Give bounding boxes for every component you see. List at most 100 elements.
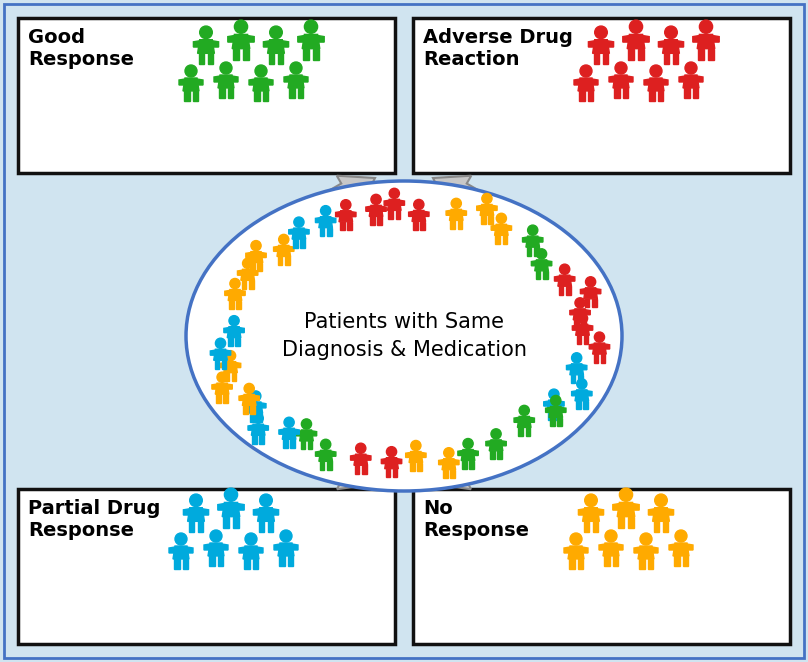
Polygon shape — [525, 428, 530, 436]
Circle shape — [389, 188, 399, 199]
Circle shape — [290, 62, 302, 74]
Polygon shape — [218, 504, 225, 510]
Polygon shape — [534, 247, 539, 256]
Circle shape — [225, 351, 236, 361]
Polygon shape — [249, 280, 254, 289]
Polygon shape — [249, 402, 263, 413]
Circle shape — [216, 338, 225, 348]
Polygon shape — [290, 440, 295, 448]
Polygon shape — [297, 431, 301, 436]
Polygon shape — [238, 504, 244, 510]
Polygon shape — [300, 430, 314, 441]
Polygon shape — [252, 436, 257, 444]
Polygon shape — [319, 450, 332, 461]
Polygon shape — [570, 310, 575, 314]
Circle shape — [451, 199, 461, 209]
Circle shape — [210, 530, 222, 542]
Polygon shape — [215, 360, 219, 369]
Polygon shape — [227, 326, 241, 338]
Polygon shape — [570, 364, 583, 375]
Polygon shape — [491, 225, 496, 230]
Polygon shape — [301, 441, 305, 449]
Polygon shape — [558, 275, 571, 286]
Polygon shape — [246, 252, 251, 258]
Circle shape — [250, 391, 261, 401]
Polygon shape — [257, 413, 262, 422]
Polygon shape — [232, 373, 237, 381]
Polygon shape — [232, 76, 238, 82]
Polygon shape — [249, 79, 255, 85]
Polygon shape — [583, 522, 589, 532]
Polygon shape — [412, 211, 426, 222]
Polygon shape — [289, 88, 294, 98]
Polygon shape — [480, 205, 494, 216]
Polygon shape — [572, 325, 578, 330]
Polygon shape — [213, 350, 227, 360]
Polygon shape — [302, 34, 320, 49]
Polygon shape — [585, 310, 591, 314]
Polygon shape — [217, 556, 223, 566]
Polygon shape — [234, 49, 239, 60]
Polygon shape — [454, 459, 459, 465]
Polygon shape — [517, 416, 531, 428]
Circle shape — [279, 234, 289, 244]
Polygon shape — [366, 207, 371, 211]
Text: No
Response: No Response — [423, 499, 529, 540]
Circle shape — [229, 316, 239, 326]
Polygon shape — [255, 395, 259, 401]
Polygon shape — [587, 391, 592, 396]
Polygon shape — [267, 40, 284, 54]
Polygon shape — [184, 91, 190, 101]
Polygon shape — [340, 222, 344, 230]
Polygon shape — [547, 261, 552, 265]
Polygon shape — [222, 544, 228, 550]
Polygon shape — [247, 36, 255, 42]
Polygon shape — [215, 383, 229, 394]
Polygon shape — [304, 229, 309, 234]
Polygon shape — [319, 216, 332, 228]
Polygon shape — [315, 218, 321, 222]
Polygon shape — [544, 401, 549, 406]
Polygon shape — [274, 246, 279, 252]
Polygon shape — [579, 509, 585, 515]
Polygon shape — [417, 463, 422, 471]
Polygon shape — [433, 425, 539, 489]
Circle shape — [305, 20, 318, 33]
Polygon shape — [377, 216, 382, 225]
Polygon shape — [622, 88, 628, 98]
Polygon shape — [221, 360, 226, 369]
Polygon shape — [654, 522, 659, 532]
Polygon shape — [449, 209, 463, 220]
Circle shape — [615, 62, 627, 74]
Polygon shape — [495, 236, 500, 244]
Polygon shape — [697, 34, 715, 49]
Polygon shape — [278, 54, 284, 64]
Polygon shape — [421, 452, 426, 457]
Polygon shape — [592, 299, 596, 307]
Circle shape — [551, 395, 561, 406]
Polygon shape — [597, 509, 604, 515]
Circle shape — [537, 249, 547, 259]
Polygon shape — [442, 459, 456, 470]
Polygon shape — [617, 502, 635, 517]
Polygon shape — [592, 40, 609, 54]
Circle shape — [650, 65, 662, 77]
Polygon shape — [183, 509, 190, 515]
Polygon shape — [369, 205, 383, 216]
Polygon shape — [318, 36, 324, 42]
Polygon shape — [603, 543, 619, 556]
Circle shape — [560, 264, 570, 274]
Polygon shape — [192, 91, 198, 101]
Circle shape — [253, 413, 263, 424]
Circle shape — [251, 240, 261, 251]
Polygon shape — [351, 212, 356, 216]
Polygon shape — [658, 91, 663, 101]
Circle shape — [234, 20, 247, 33]
Polygon shape — [548, 411, 553, 420]
Polygon shape — [183, 559, 188, 569]
Polygon shape — [594, 54, 600, 64]
Polygon shape — [490, 451, 494, 459]
Polygon shape — [288, 75, 304, 88]
Polygon shape — [253, 270, 258, 275]
Polygon shape — [252, 559, 258, 569]
